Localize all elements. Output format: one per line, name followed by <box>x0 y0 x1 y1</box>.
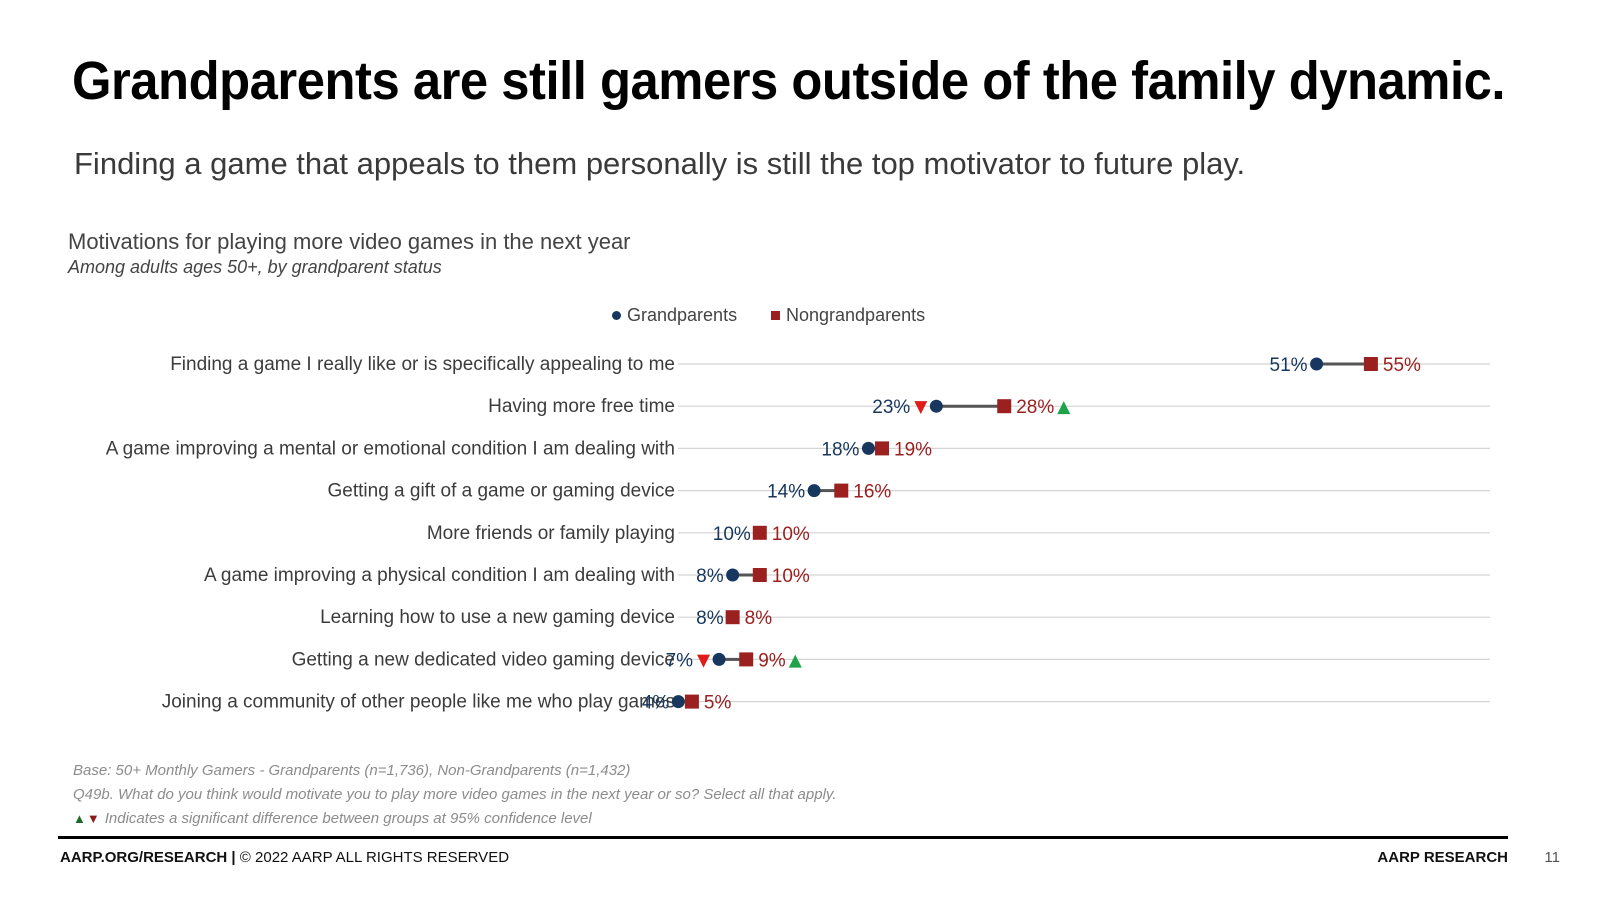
note-significance: ▲ ▼ Indicates a significant difference bet… <box>73 806 836 830</box>
grandparents-value-label: 14% <box>767 482 805 503</box>
nongrandparents-value-label: 55% <box>1383 355 1421 376</box>
square-marker-icon <box>771 311 780 320</box>
grandparents-point <box>726 568 740 582</box>
nongrandparents-value-label: 5% <box>704 693 732 714</box>
category-label: Learning how to use a new gaming device <box>320 607 675 628</box>
chart-notes: Base: 50+ Monthly Gamers - Grandparents … <box>73 758 836 830</box>
legend-item-nongrandparents: Nongrandparents <box>771 305 925 326</box>
chart-title: Motivations for playing more video games… <box>68 229 631 254</box>
category-label: More friends or family playing <box>427 523 675 544</box>
nongrandparents-point <box>739 652 754 667</box>
category-label: Getting a new dedicated video gaming dev… <box>292 649 675 670</box>
nongrandparents-point <box>684 694 699 709</box>
nongrandparents-value-label: 10% <box>772 524 810 545</box>
footer-rights: © 2022 AARP ALL RIGHTS RESERVED <box>239 849 510 866</box>
note-significance-text: Indicates a significant difference betwe… <box>104 809 592 827</box>
slide-title: Grandparents are still gamers outside of… <box>72 51 1505 111</box>
slide-subtitle: Finding a game that appeals to them pers… <box>74 146 1246 181</box>
legend-label-nongrandparents: Nongrandparents <box>786 305 926 325</box>
category-label: Joining a community of other people like… <box>162 692 675 713</box>
grandparents-value-label: 7% <box>666 650 694 671</box>
significance-down-icon: ▼ <box>697 650 711 670</box>
nongrandparents-point <box>997 399 1012 414</box>
grandparents-point <box>671 695 685 709</box>
footer-copyright: AARP.ORG/RESEARCH | © 2022 AARP ALL RIGH… <box>60 849 509 866</box>
category-label: Finding a game I really like or is speci… <box>170 354 675 375</box>
nongrandparents-point <box>752 568 767 582</box>
legend-label-grandparents: Grandparents <box>627 305 738 325</box>
nongrandparents-point <box>1363 357 1378 371</box>
dumbbell-chart: Finding a game I really like or is speci… <box>106 354 1490 714</box>
footer-brand: AARP RESEARCH <box>1377 849 1508 866</box>
significance-up-icon: ▲ <box>789 650 803 670</box>
nongrandparents-value-label: 9% <box>758 650 786 671</box>
category-label: Getting a gift of a game or gaming devic… <box>328 481 675 502</box>
significance-up-icon: ▲ <box>1057 397 1071 417</box>
grandparents-value-label: 23% <box>872 397 910 418</box>
grandparents-value-label: 18% <box>821 439 859 460</box>
grandparents-value-label: 8% <box>696 608 724 629</box>
grandparents-value-label: 10% <box>713 524 751 545</box>
nongrandparents-point <box>752 525 767 540</box>
grandparents-value-label: 8% <box>696 566 724 587</box>
note-question: Q49b. What do you think would motivate y… <box>73 785 837 803</box>
grandparents-point <box>1310 357 1324 371</box>
chart-legend: Grandparents Nongrandparents <box>0 305 1600 331</box>
nongrandparents-value-label: 28% <box>1016 397 1054 418</box>
nongrandparents-point <box>725 610 740 625</box>
footer-separator: | <box>227 849 240 866</box>
triangle-up-icon: ▲ <box>73 810 86 826</box>
significance-down-icon: ▼ <box>914 397 928 417</box>
circle-marker-icon <box>612 311 621 320</box>
nongrandparents-point <box>834 483 849 498</box>
chart-subtitle: Among adults ages 50+, by grandparent st… <box>68 257 442 277</box>
footer-org-link[interactable]: AARP.ORG/RESEARCH <box>60 849 228 866</box>
note-base: Base: 50+ Monthly Gamers - Grandparents … <box>73 761 631 779</box>
grandparents-value-label: 4% <box>642 693 670 714</box>
grandparents-value-label: 51% <box>1270 355 1308 376</box>
nongrandparents-value-label: 16% <box>853 482 891 503</box>
page-number: 11 <box>1544 849 1560 866</box>
nongrandparents-value-label: 8% <box>745 608 773 629</box>
category-label: A game improving a mental or emotional c… <box>106 438 675 459</box>
grandparents-point <box>861 441 875 455</box>
nongrandparents-value-label: 19% <box>894 439 932 460</box>
grandparents-point <box>807 484 821 498</box>
nongrandparents-value-label: 10% <box>772 566 810 587</box>
category-label: A game improving a physical condition I … <box>204 565 675 586</box>
footer-divider <box>58 836 1508 839</box>
grandparents-point <box>929 399 943 413</box>
legend-item-grandparents: Grandparents <box>612 305 737 326</box>
nongrandparents-point <box>875 441 890 456</box>
category-label: Having more free time <box>488 396 675 417</box>
grandparents-point <box>712 652 726 666</box>
triangle-down-icon: ▼ <box>86 810 100 826</box>
